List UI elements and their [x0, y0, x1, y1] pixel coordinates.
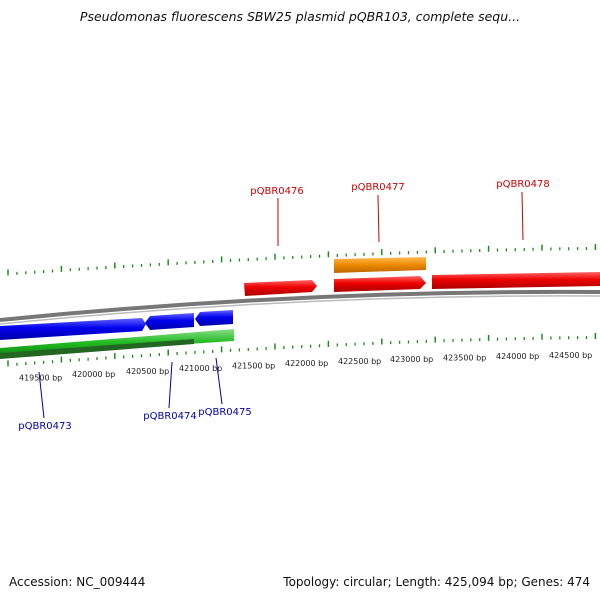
gene-pQBR0476[interactable]: [244, 280, 317, 296]
cds-track-lower: [0, 339, 194, 359]
gene-label-pQBR0473[interactable]: pQBR0473: [18, 421, 71, 432]
gene-label-pQBR0475[interactable]: pQBR0475: [198, 407, 251, 418]
gene-label-pQBR0478[interactable]: pQBR0478: [496, 179, 549, 190]
bp-tick-label: 424000 bp: [496, 352, 539, 361]
bp-tick-label: 419500 bp: [19, 374, 62, 383]
gene-pQBR0473[interactable]: [0, 318, 146, 340]
bp-tick-label: 421500 bp: [232, 362, 275, 371]
gene-pQBR0477[interactable]: [334, 276, 426, 292]
map-title: Pseudomonas fluorescens SBW25 plasmid pQ…: [79, 9, 521, 24]
gene-label-pQBR0476[interactable]: pQBR0476: [250, 186, 303, 197]
gene-pQBR0474[interactable]: [145, 313, 194, 330]
accession-label: Accession: NC_009444: [9, 575, 146, 589]
gene-label-group-pQBR0476[interactable]: pQBR0476: [250, 186, 304, 246]
gene-label-group-pQBR0478[interactable]: pQBR0478: [496, 179, 550, 241]
gene-label-pQBR0474[interactable]: pQBR0474: [143, 411, 196, 422]
gene-label-group-pQBR0477[interactable]: pQBR0477: [351, 182, 405, 243]
bp-tick-label: 421000 bp: [179, 364, 222, 373]
gene-label-group-pQBR0474[interactable]: pQBR0474: [143, 361, 197, 422]
bp-tick-label: 423500 bp: [443, 353, 486, 362]
bp-tick-label: 420000 bp: [72, 370, 115, 379]
topology-label: Topology: circular; Length: 425,094 bp; …: [283, 575, 590, 589]
gene-label-pQBR0477[interactable]: pQBR0477: [351, 182, 404, 193]
bp-tick-label: 422500 bp: [338, 357, 381, 366]
bp-tick-label: 423000 bp: [390, 355, 433, 364]
backbone-inner: [0, 295, 600, 325]
bp-axis-labels: 419500 bp 420000 bp 420500 bp 421000 bp 4215…: [19, 351, 592, 382]
rna-gene-pQBR0477[interactable]: [334, 257, 426, 273]
gene-pQBR0478[interactable]: [432, 272, 600, 289]
backbone-outer: [0, 289, 600, 322]
bp-tick-label: 424500 bp: [549, 351, 592, 360]
gene-pQBR0475[interactable]: [195, 310, 233, 326]
bp-tick-label: 422000 bp: [285, 359, 328, 368]
gene-label-group-pQBR0473[interactable]: pQBR0473: [18, 371, 72, 432]
gene-label-group-pQBR0475[interactable]: pQBR0475: [198, 357, 252, 418]
gc-content-ticks-lower: [7, 333, 597, 367]
bp-tick-label: 420500 bp: [126, 367, 169, 376]
gc-content-ticks-upper: [7, 244, 597, 276]
